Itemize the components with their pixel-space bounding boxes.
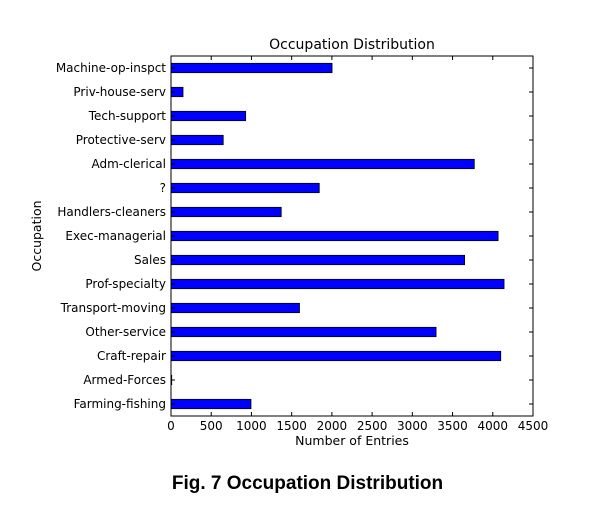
y-tick-label: Transport-moving (60, 301, 166, 315)
x-tick-label: 2000 (317, 419, 348, 433)
y-tick-label: Armed-Forces (83, 373, 166, 387)
bar (170, 182, 320, 194)
y-tick-label: Exec-managerial (65, 229, 166, 243)
bar (170, 254, 466, 266)
bar (170, 110, 247, 122)
y-tick-label: Machine-op-inspct (56, 61, 166, 75)
bar (170, 230, 499, 242)
bar (170, 326, 437, 338)
x-tick-label: 1500 (276, 419, 307, 433)
y-tick-label: Sales (134, 253, 166, 267)
bar (170, 302, 300, 314)
x-tick-label: 2500 (357, 419, 388, 433)
x-axis-title: Number of Entries (295, 433, 409, 448)
bar (170, 350, 502, 362)
x-axis: 0 500 1000 1500 2000 2500 3000 3500 4000 4500 (167, 56, 548, 433)
y-axis-title: Occupation (29, 200, 44, 271)
bar (170, 62, 333, 74)
bar (170, 398, 252, 410)
bar (170, 278, 505, 290)
y-tick-label: Prof-specialty (85, 277, 166, 291)
y-tick-label: ? (160, 181, 166, 195)
x-tick-label: 4000 (478, 419, 509, 433)
bar (170, 206, 282, 218)
y-axis: Machine-op-inspct Priv-house-serv Tech-sup… (56, 61, 533, 411)
bars-group (170, 62, 505, 410)
y-tick-label: Priv-house-serv (73, 85, 166, 99)
x-tick-label: 3000 (397, 419, 428, 433)
y-tick-label: Protective-serv (76, 133, 166, 147)
x-tick-label: 3500 (437, 419, 468, 433)
y-tick-label: Other-service (85, 325, 166, 339)
y-tick-label: Craft-repair (97, 349, 166, 363)
chart-title: Occupation Distribution (269, 37, 435, 53)
y-tick-label: Tech-support (88, 109, 167, 123)
x-tick-label: 0 (167, 419, 175, 433)
figure-caption: Fig. 7 Occupation Distribution (171, 473, 444, 494)
y-tick-label: Handlers-cleaners (57, 205, 166, 219)
bar (170, 134, 224, 146)
bar (170, 158, 475, 170)
x-tick-label: 500 (200, 419, 223, 433)
y-tick-label: Adm-clerical (91, 157, 166, 171)
chart: Occupation Distribution 0 500 1000 1500 2000… (29, 37, 548, 448)
x-tick-label: 4500 (518, 419, 549, 433)
y-tick-label: Farming-fishing (74, 397, 166, 411)
x-tick-label: 1000 (236, 419, 267, 433)
